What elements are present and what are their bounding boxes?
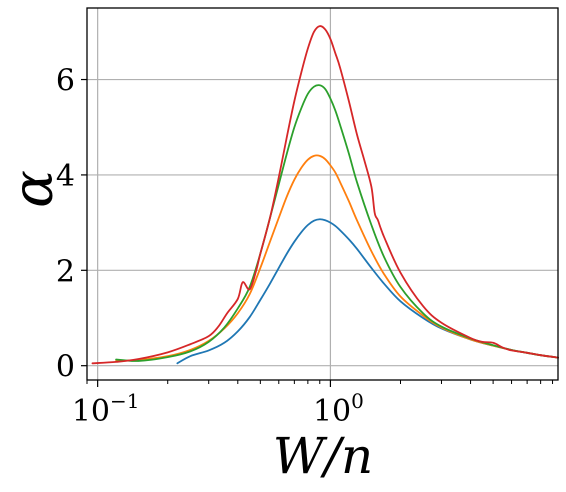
x-axis-label: W/n xyxy=(273,427,373,485)
y-axis-label: α xyxy=(1,170,66,208)
grid xyxy=(87,8,558,380)
plot-frame xyxy=(86,7,559,381)
y-tick-label: 0 xyxy=(56,350,75,385)
y-tick-label: 6 xyxy=(56,64,75,99)
x-tick-label-base: 10 xyxy=(72,394,110,429)
x-tick-label: 10−1 xyxy=(72,389,140,429)
series-line-2 xyxy=(115,154,559,362)
series-line-3 xyxy=(115,84,559,362)
x-tick-label-exponent: 0 xyxy=(351,389,364,413)
x-tick-label-exponent: −1 xyxy=(110,389,139,413)
series-line-4 xyxy=(91,25,559,365)
y-tick-label: 2 xyxy=(56,254,75,289)
x-tick-label-base: 10 xyxy=(313,394,351,429)
ticks xyxy=(81,78,554,387)
y-tick-label: 4 xyxy=(56,159,75,194)
x-tick-label: 100 xyxy=(313,389,364,429)
series-layer xyxy=(91,25,559,365)
series-line-1 xyxy=(176,218,559,365)
